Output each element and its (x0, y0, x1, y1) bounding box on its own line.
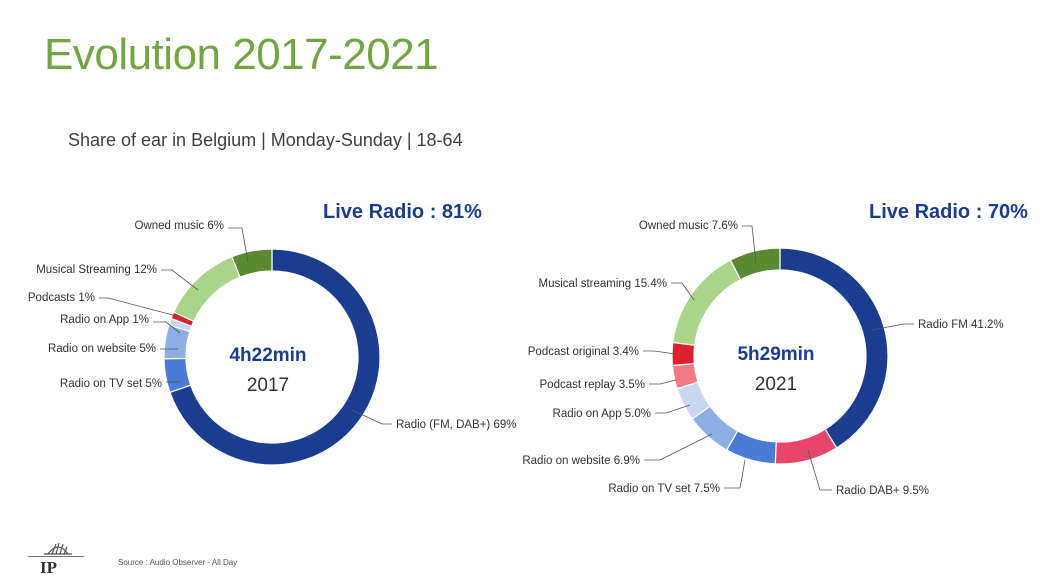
logo-divider (28, 556, 84, 557)
donut-1-label-2: Radio on TV set 7.5% (608, 483, 720, 495)
donut-1-label-0: Radio FM 41.2% (918, 319, 1004, 331)
ip-logo-icon (44, 542, 72, 555)
donut-0-label-0: Radio (FM, DAB+) 69% (396, 419, 516, 431)
donut-0-leader-0 (351, 409, 392, 425)
donut-1-slice-7 (672, 259, 742, 346)
donut-1-leader-1 (807, 449, 832, 491)
donut-1-leader-2 (724, 459, 746, 489)
donut-1-leader-4 (655, 404, 691, 414)
donut-0-leader-4 (99, 297, 189, 320)
donut-1-leader-3 (644, 433, 713, 461)
donut-1-label-5: Podcast replay 3.5% (540, 379, 645, 391)
donut-1-leader-7 (671, 282, 695, 301)
donut-1-label-8: Owned music 7.6% (639, 220, 738, 232)
page-title: Evolution 2017-2021 (44, 30, 439, 79)
live-radio-2017-title: Live Radio : 81% (323, 201, 482, 223)
donut-0-leader-5 (161, 269, 199, 291)
donut-1-label-4: Radio on App 5.0% (553, 408, 651, 420)
donut-0-label-1: Radio on TV set 5% (60, 378, 162, 390)
source-note: Source : Audio Observer - All Day (118, 558, 238, 567)
donut-0-label-6: Owned music 6% (135, 220, 224, 232)
donut-1-label-1: Radio DAB+ 9.5% (836, 485, 929, 497)
donut-1-slice-8 (729, 247, 781, 281)
donut-1-leader-8 (742, 225, 757, 264)
donut-0-label-3: Radio on App 1% (60, 314, 149, 326)
donut-1-center-label: 2021 (755, 374, 797, 395)
donut-0-slice-5 (172, 255, 241, 323)
donut-1-leader-5 (649, 379, 677, 385)
donut-1-leader-6 (643, 350, 677, 355)
chart-subtitle: Share of ear in Belgium | Monday-Sunday … (68, 130, 463, 150)
donut-0-label-5: Musical Streaming 12% (36, 264, 157, 276)
donut-0-center-label: 2017 (247, 375, 289, 396)
donut-0-label-2: Radio on website 5% (48, 343, 156, 355)
donut-0-leader-3 (153, 321, 181, 334)
donut-1-slice-1 (774, 428, 838, 465)
logo-text: IP (40, 558, 57, 577)
donut-1-label-3: Radio on website 6.9% (522, 455, 640, 467)
donut-0-slice-0 (169, 248, 381, 466)
donut-1-center-value: 5h29min (737, 344, 814, 365)
donut-0-label-4: Podcasts 1% (28, 292, 95, 304)
donut-1-label-6: Podcast original 3.4% (528, 346, 639, 358)
donut-0-slice-6 (231, 248, 273, 278)
donut-1-leader-0 (871, 323, 914, 331)
donut-0-center-value: 4h22min (229, 345, 306, 366)
live-radio-2021-title: Live Radio : 70% (869, 201, 1028, 223)
donut-0-leader-6 (228, 227, 249, 263)
donut-1-label-7: Musical streaming 15.4% (539, 278, 667, 290)
